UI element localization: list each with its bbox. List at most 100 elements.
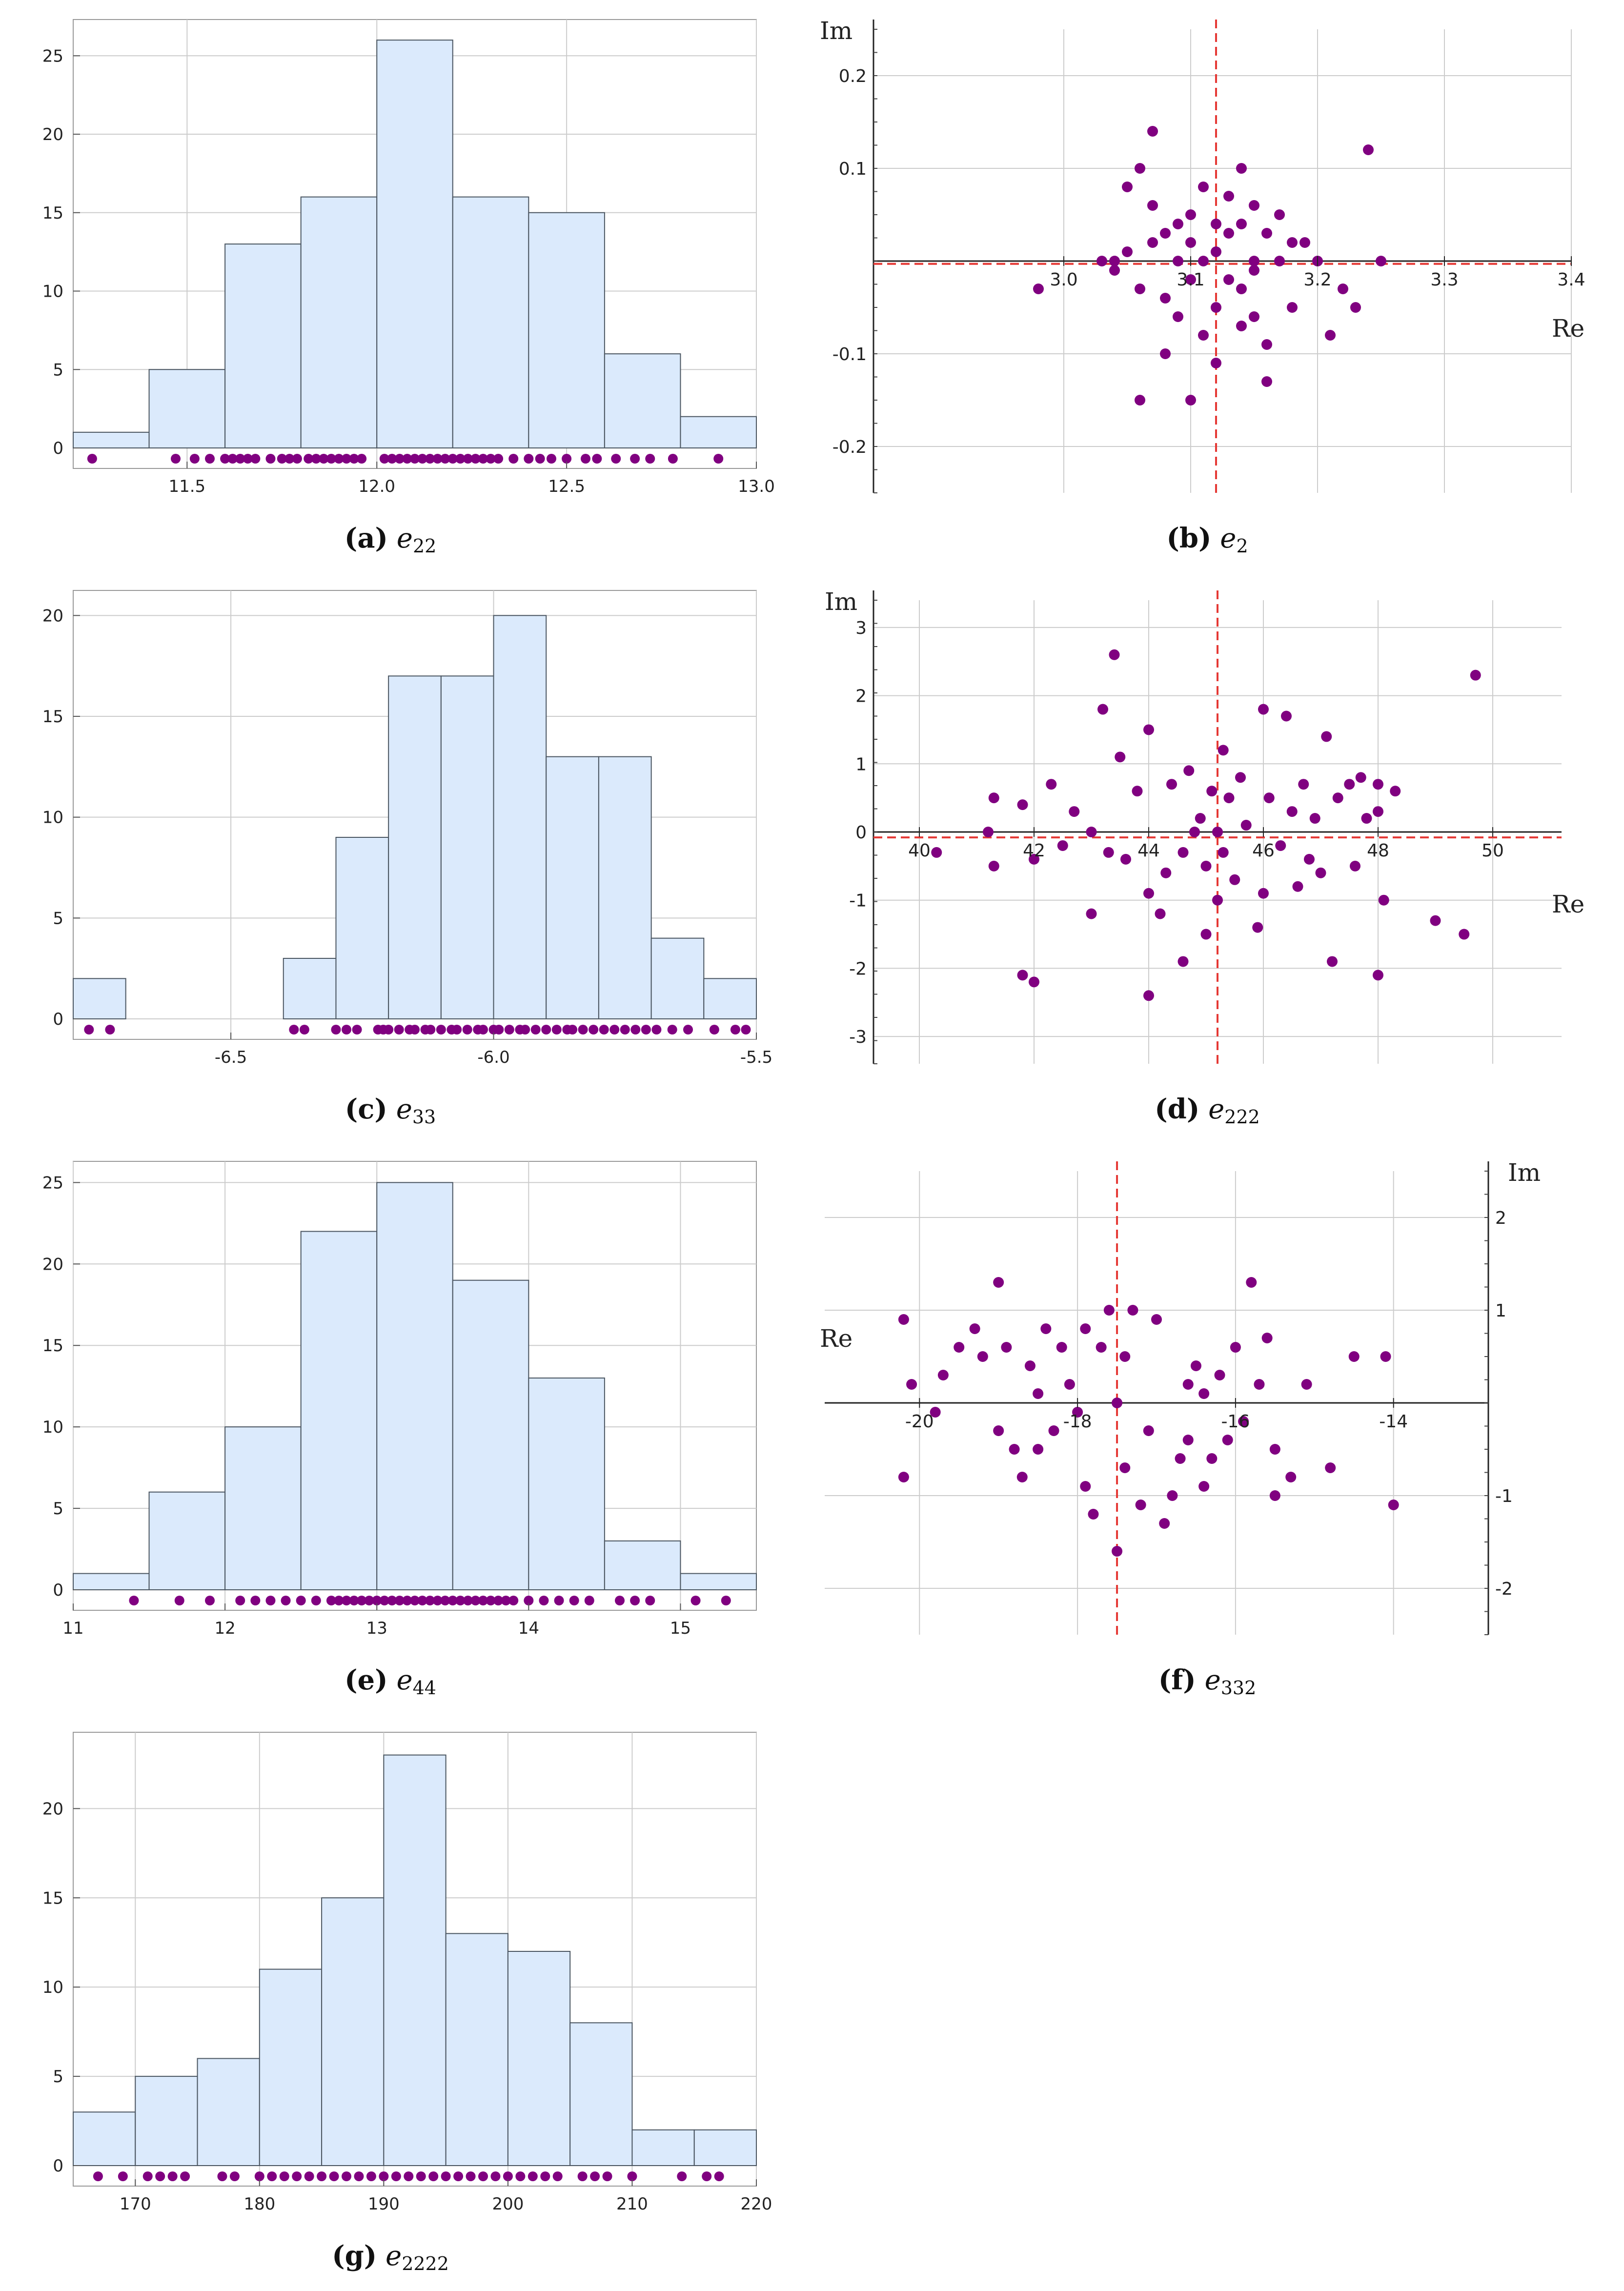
sample-point [1235, 772, 1246, 783]
sample-point [1274, 256, 1285, 266]
sample-dot [220, 454, 230, 464]
sample-point [1147, 200, 1158, 211]
sample-point [1080, 1323, 1091, 1334]
sample-dot [486, 1596, 496, 1605]
sample-point [1470, 669, 1481, 681]
sample-point [1430, 915, 1441, 926]
scatter-e2: 3.0 3.1 3.2 3.3 3.4 0.2 0.1 -0.1 -0.2 Im Re [820, 17, 1585, 493]
x-tick-label: -6.5 [215, 1048, 247, 1067]
sample-point [1167, 1490, 1178, 1501]
sample-point [969, 1323, 980, 1334]
caption-tag: (g) [332, 2240, 377, 2272]
sample-point [1185, 237, 1196, 248]
histogram-e22: 0 5 10 15 20 25 11.5 12.0 12.5 13.0 [42, 19, 775, 496]
sample-point [1236, 321, 1247, 331]
sample-dot [602, 2171, 612, 2181]
sample-dot [490, 2171, 501, 2181]
sample-point [1135, 163, 1145, 174]
sample-point [1238, 1416, 1249, 1427]
sample-dot [404, 2171, 414, 2181]
y-tick-label: 10 [42, 1978, 63, 1997]
sample-point [1097, 704, 1108, 715]
histogram-bar [197, 2058, 260, 2166]
x-tick-label: 14 [518, 1619, 539, 1638]
sample-point [1222, 1435, 1233, 1445]
histogram-bar [148, 1491, 226, 1591]
sample-dot [366, 2171, 376, 2181]
sample-point [1236, 163, 1247, 174]
sample-dot [425, 1596, 435, 1605]
sample-point [1177, 956, 1189, 967]
histogram-bar [680, 416, 757, 448]
histogram-e33: 0 5 10 15 20 -6.5 -6.0 -5.5 [42, 590, 772, 1067]
sample-dot [379, 2171, 389, 2181]
sample-dot [171, 454, 181, 464]
sample-dot [447, 1596, 458, 1605]
sample-dot [142, 2171, 153, 2181]
scatter-e332: -20 -18 -16 -14 2 1 -1 -2 Im Re [820, 1158, 1541, 1635]
sample-dot [326, 454, 336, 464]
caption-sub: 332 [1220, 1677, 1257, 1699]
sample-dot [524, 454, 534, 464]
sample-dot [410, 454, 420, 464]
sample-point [1373, 806, 1383, 817]
sample-point [1287, 237, 1298, 248]
histogram-bar [335, 837, 389, 1019]
sample-point [1254, 1379, 1265, 1390]
x-tick-label: 3.4 [1557, 270, 1585, 290]
sample-point [1350, 860, 1360, 872]
histogram-bar [650, 937, 705, 1020]
axis-label-re: Re [1552, 314, 1584, 343]
sample-dot [235, 454, 245, 464]
sample-point [988, 792, 999, 804]
x-tick-label: 220 [741, 2194, 772, 2214]
sample-dot [402, 1596, 412, 1605]
sample-point [1033, 1388, 1044, 1399]
sample-dot [645, 1596, 655, 1605]
sample-point [1299, 237, 1310, 248]
sample-point [988, 860, 999, 872]
sample-dot [317, 2171, 327, 2181]
sample-point [1325, 330, 1336, 341]
histogram-bar [598, 756, 652, 1019]
sample-dot [334, 1596, 344, 1605]
caption-a: (a) e22 [10, 522, 771, 557]
sample-dot [93, 2171, 103, 2181]
sample-point [1024, 1360, 1035, 1371]
sample-dot [87, 454, 97, 464]
histogram-bar [680, 1573, 757, 1590]
sample-point [1206, 786, 1218, 797]
caption-var: e [1211, 523, 1237, 554]
sample-dot [402, 454, 412, 464]
sample-point [1236, 219, 1247, 229]
sample-dot [530, 1025, 541, 1034]
x-tick-label: 3.3 [1430, 270, 1458, 290]
sample-point [1127, 1305, 1138, 1316]
sample-point [1246, 1277, 1257, 1288]
sample-point [1016, 1472, 1028, 1482]
caption-f: (f) e332 [800, 1664, 1614, 1699]
sample-point [1096, 256, 1107, 266]
sample-dot [319, 454, 329, 464]
histogram-bar [376, 40, 453, 449]
sample-dot [379, 454, 389, 464]
x-tick-label: 11 [62, 1619, 83, 1638]
sample-dot [620, 1025, 630, 1034]
sample-point [1177, 847, 1189, 858]
y-tick-label: -1 [1495, 1486, 1513, 1506]
sample-dot [352, 1025, 362, 1034]
y-tick-label: 3 [855, 618, 867, 638]
sample-dot [105, 1025, 115, 1034]
sample-point [1198, 256, 1209, 266]
sample-point [1185, 209, 1196, 220]
x-tick-label: 3.1 [1177, 270, 1204, 290]
sample-dot [452, 1025, 462, 1034]
sample-dot [599, 1025, 609, 1034]
y-tick-label: 0 [855, 823, 867, 843]
sample-point [954, 1342, 965, 1353]
sample-point [1198, 182, 1209, 192]
sample-dot [265, 1596, 276, 1605]
y-tick-label: 1 [855, 754, 867, 774]
sample-dot [354, 2171, 364, 2181]
x-tick-label: 40 [908, 841, 931, 861]
